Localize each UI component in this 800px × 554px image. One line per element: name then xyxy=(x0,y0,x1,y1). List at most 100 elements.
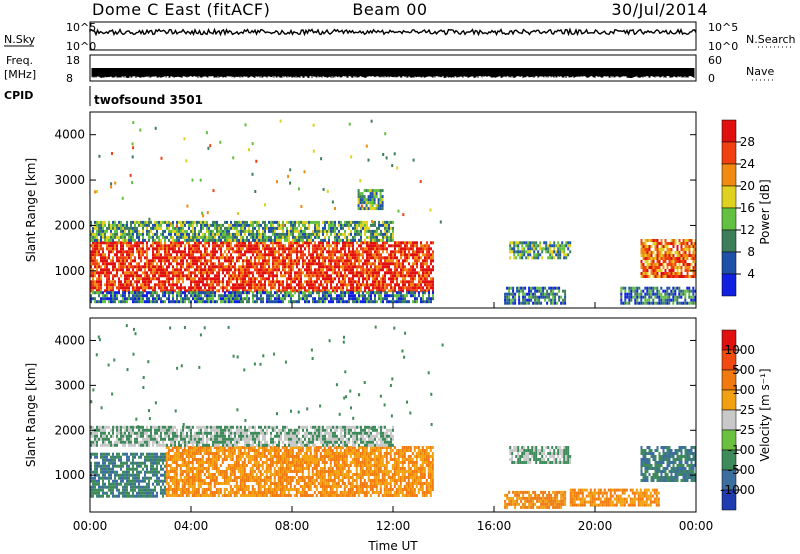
heat-cell xyxy=(348,268,350,272)
heat-cell xyxy=(322,229,324,233)
heat-cell xyxy=(106,274,108,278)
heat-cell xyxy=(260,232,262,236)
heat-cell xyxy=(404,247,406,251)
heat-cell xyxy=(234,271,236,275)
heat-cell xyxy=(96,238,98,242)
heat-cell xyxy=(642,295,645,299)
heat-cell xyxy=(658,295,661,299)
heat-cell xyxy=(160,297,162,301)
heat-cell xyxy=(90,286,92,290)
heat-cell xyxy=(218,265,220,269)
heat-cell xyxy=(378,250,380,254)
heat-cell xyxy=(662,248,665,251)
heat-cell xyxy=(628,286,631,290)
heat-cell xyxy=(250,265,252,269)
heat-cell xyxy=(162,268,164,272)
heat-cell xyxy=(674,239,677,242)
heat-cell xyxy=(640,260,643,263)
heat-cell xyxy=(280,300,282,304)
heat-cell xyxy=(142,494,144,498)
heat-cell xyxy=(634,298,637,302)
heat-cell xyxy=(352,283,354,287)
heat-cell xyxy=(324,220,326,224)
heat-cell xyxy=(644,301,647,305)
heat-cell xyxy=(250,229,252,233)
heat-cell xyxy=(206,277,208,281)
heat-cell xyxy=(182,277,184,281)
heat-cell xyxy=(190,253,192,257)
heat-cell xyxy=(544,286,547,290)
heat-cell xyxy=(678,257,681,260)
heat-cell xyxy=(92,494,94,498)
heat-cell xyxy=(692,248,695,251)
heat-cell xyxy=(519,241,522,245)
heat-cell xyxy=(230,256,232,260)
heat-cell xyxy=(196,223,198,227)
heat-cell xyxy=(146,464,148,468)
heat-cell xyxy=(332,247,334,251)
heat-cell xyxy=(640,298,643,302)
heat-cell xyxy=(420,256,422,260)
heat-cell xyxy=(152,452,154,456)
heat-region-2 xyxy=(90,291,434,304)
heat-cell xyxy=(312,244,314,248)
heat-cell xyxy=(258,229,260,233)
heat-cell xyxy=(338,259,340,263)
heat-cell xyxy=(122,259,124,263)
heat-cell xyxy=(144,283,146,287)
heat-cell xyxy=(664,254,667,257)
heat-cell xyxy=(130,220,132,224)
heat-cell xyxy=(342,256,344,260)
heat-cell xyxy=(144,220,146,224)
heat-cell xyxy=(290,220,292,224)
heat-cell xyxy=(666,272,669,275)
heat-cell xyxy=(522,292,525,296)
heat-cell xyxy=(198,247,200,251)
heat-cell xyxy=(386,262,388,266)
heat-cell xyxy=(692,266,695,269)
heat-cell xyxy=(280,253,282,257)
heat-cell xyxy=(104,235,106,239)
heat-cell xyxy=(222,235,224,239)
heat-cell xyxy=(682,254,685,257)
heat-cell xyxy=(336,294,338,298)
heat-cell xyxy=(124,473,126,477)
heat-cell xyxy=(114,294,116,298)
heat-cell xyxy=(182,271,184,275)
heat-cell xyxy=(318,271,320,275)
heat-cell xyxy=(288,220,290,224)
heat-cell xyxy=(352,286,354,290)
heat-cell xyxy=(352,262,354,266)
heat-cell xyxy=(220,241,222,245)
heat-cell xyxy=(363,198,366,202)
heat-cell xyxy=(338,235,340,239)
heat-cell xyxy=(210,256,212,260)
heat-cell xyxy=(200,277,202,281)
heat-cell xyxy=(108,280,110,284)
heat-cell xyxy=(648,298,651,302)
heat-cell xyxy=(300,256,302,260)
heat-cell xyxy=(372,235,374,239)
heat-cell xyxy=(396,271,398,275)
heat-cell xyxy=(318,274,320,278)
heat-cell xyxy=(242,247,244,251)
heat-cell xyxy=(272,244,274,248)
heat-cell xyxy=(126,461,128,465)
heat-cell xyxy=(152,455,154,459)
heat-cell xyxy=(126,241,128,245)
heat-cell xyxy=(676,254,679,257)
heat-cell xyxy=(344,259,346,263)
heat-cell xyxy=(194,235,196,239)
heat-cell xyxy=(424,291,426,295)
heat-cell xyxy=(272,241,274,245)
heat-cell xyxy=(276,235,278,239)
heat-cell xyxy=(116,235,118,239)
heat-cell xyxy=(534,295,537,299)
heat-cell xyxy=(396,300,398,304)
heat-cell xyxy=(162,247,164,251)
heat-cell xyxy=(264,286,266,290)
heat-cell xyxy=(511,250,514,254)
heat-cell xyxy=(678,260,681,263)
heat-cell xyxy=(240,265,242,269)
heat-cell xyxy=(198,277,200,281)
